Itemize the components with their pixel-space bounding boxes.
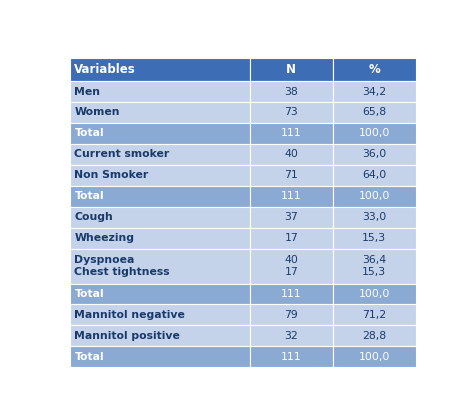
Text: Total: Total [74, 191, 104, 201]
Bar [70, 102, 250, 123]
Text: 100,0: 100,0 [358, 129, 390, 139]
Bar [333, 102, 416, 123]
Bar [70, 304, 250, 326]
Text: 71: 71 [284, 171, 298, 180]
Text: Total: Total [74, 289, 104, 299]
Bar [70, 123, 250, 144]
Bar [333, 81, 416, 102]
Text: 15,3: 15,3 [362, 233, 386, 243]
Text: Wheezing: Wheezing [74, 233, 135, 243]
Bar [250, 186, 333, 207]
Text: 111: 111 [281, 289, 301, 299]
Bar [333, 123, 416, 144]
Bar [333, 58, 416, 81]
Text: Cough: Cough [74, 212, 113, 222]
Text: 73: 73 [284, 108, 298, 118]
Bar [250, 249, 333, 284]
Bar [70, 186, 250, 207]
Text: 111: 111 [281, 191, 301, 201]
Text: 33,0: 33,0 [362, 212, 386, 222]
Bar [333, 326, 416, 346]
Bar [333, 284, 416, 304]
Text: Current smoker: Current smoker [74, 150, 170, 159]
Bar [250, 58, 333, 81]
Bar [70, 81, 250, 102]
Text: 34,2: 34,2 [362, 87, 386, 97]
Text: %: % [368, 63, 380, 76]
Bar [70, 228, 250, 249]
Text: 65,8: 65,8 [362, 108, 386, 118]
Text: Variables: Variables [74, 63, 136, 76]
Bar [250, 284, 333, 304]
Bar [70, 284, 250, 304]
Bar [70, 326, 250, 346]
Text: 111: 111 [281, 129, 301, 139]
Text: 100,0: 100,0 [358, 352, 390, 362]
Bar [70, 249, 250, 284]
Bar [333, 165, 416, 186]
Text: 100,0: 100,0 [358, 191, 390, 201]
Bar [70, 58, 250, 81]
Bar [250, 326, 333, 346]
Text: 36,0: 36,0 [362, 150, 386, 159]
Bar [70, 346, 250, 368]
Text: 28,8: 28,8 [362, 331, 386, 341]
Bar [333, 228, 416, 249]
Text: N: N [286, 63, 296, 76]
Text: 37: 37 [284, 212, 298, 222]
Text: Men: Men [74, 87, 100, 97]
Bar [250, 304, 333, 326]
Bar [250, 123, 333, 144]
Bar [333, 304, 416, 326]
Text: 111: 111 [281, 352, 301, 362]
Text: Mannitol negative: Mannitol negative [74, 310, 185, 320]
Bar [250, 228, 333, 249]
Bar [333, 249, 416, 284]
Text: 32: 32 [284, 331, 298, 341]
Text: 38: 38 [284, 87, 298, 97]
Bar [333, 186, 416, 207]
Bar [250, 144, 333, 165]
Text: 100,0: 100,0 [358, 289, 390, 299]
Bar [250, 207, 333, 228]
Text: 40: 40 [284, 150, 298, 159]
Text: 71,2: 71,2 [362, 310, 386, 320]
Text: Total: Total [74, 352, 104, 362]
Text: Mannitol positive: Mannitol positive [74, 331, 180, 341]
Text: 36,4
15,3: 36,4 15,3 [362, 255, 386, 277]
Text: 17: 17 [284, 233, 298, 243]
Bar [333, 144, 416, 165]
Text: 40
17: 40 17 [284, 255, 298, 277]
Bar [70, 165, 250, 186]
Bar [250, 102, 333, 123]
Text: Dyspnoea
Chest tightness: Dyspnoea Chest tightness [74, 255, 170, 277]
Bar [250, 165, 333, 186]
Bar [333, 207, 416, 228]
Bar [250, 81, 333, 102]
Text: 64,0: 64,0 [362, 171, 386, 180]
Bar [70, 207, 250, 228]
Bar [70, 144, 250, 165]
Text: 79: 79 [284, 310, 298, 320]
Text: Non Smoker: Non Smoker [74, 171, 149, 180]
Bar [333, 346, 416, 368]
Text: Total: Total [74, 129, 104, 139]
Bar [250, 346, 333, 368]
Text: Women: Women [74, 108, 120, 118]
